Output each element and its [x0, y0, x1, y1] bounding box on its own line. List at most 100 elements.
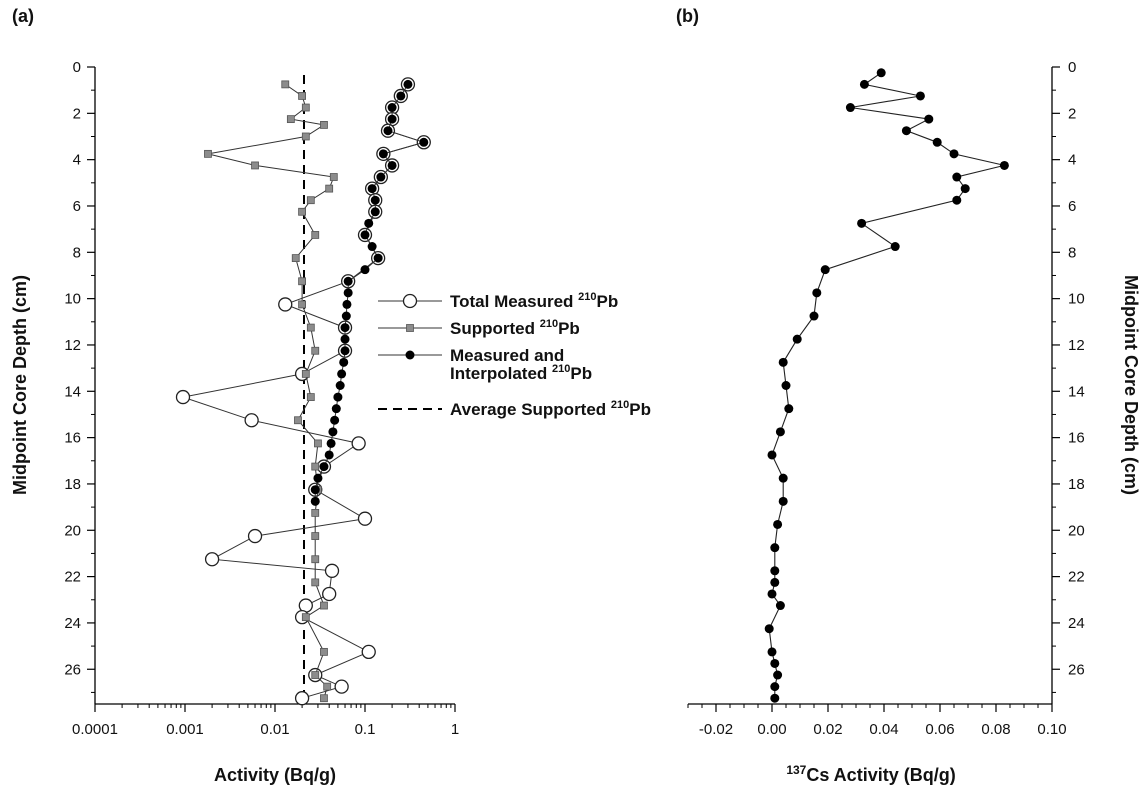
series-interpolated-point [367, 184, 377, 194]
series-cs137-point [952, 172, 962, 182]
series-cs137-point [915, 91, 925, 101]
series-supported-point [291, 254, 300, 263]
series-total-point [361, 644, 376, 660]
series-cs137-point [857, 218, 867, 228]
series-interpolated-point [313, 473, 323, 483]
legend-label-text: Interpolated [450, 364, 552, 383]
series-cs137-point [809, 311, 819, 321]
legend-label-post: Pb [629, 400, 651, 419]
panel-a-label: (a) [12, 6, 34, 26]
series-supported-point [320, 694, 328, 703]
panel-a-x-axis-label: Activity (Bq/g) [214, 765, 336, 785]
series-total-point [247, 528, 263, 544]
series-cs137-point [773, 519, 783, 529]
panel-b-y-tick-label: 6 [1068, 198, 1076, 215]
panel-a-x-tick-label: 0.1 [355, 721, 376, 738]
series-supported-point [311, 671, 320, 679]
series-cs137-point [924, 114, 934, 124]
series-cs137 [764, 68, 1009, 703]
series-cs137-point [859, 79, 869, 89]
panel-a-y-axis-label: Midpoint Core Depth (cm) [10, 275, 30, 495]
series-cs137-point [890, 242, 900, 252]
series-supported-point [306, 393, 315, 401]
panel-b-x-tick-label: 0.08 [981, 721, 1010, 738]
series-cs137-point [952, 195, 962, 205]
panel-a-y-tick-label: 0 [73, 59, 81, 76]
series-interpolated-point [403, 79, 413, 89]
panel-b-y-tick-label: 12 [1068, 337, 1085, 354]
series-total-point [322, 586, 337, 602]
series-interpolated-point [335, 381, 345, 390]
panel-a-x-ticks: 0.0001 0.001 0.01 0.1 1 [72, 704, 459, 738]
series-cs137-point [770, 543, 780, 553]
series-interpolated-point [419, 137, 429, 147]
panel-a-y-tick-label: 10 [64, 291, 81, 308]
series-interpolated-point [337, 369, 347, 379]
legend-label-post: Pb [597, 292, 619, 311]
panel-b-y-tick-label: 10 [1068, 291, 1085, 308]
series-cs137-point [792, 334, 802, 344]
series-total-point [244, 413, 259, 428]
series-interpolated-point [387, 103, 397, 113]
series-interpolated-point [376, 172, 386, 182]
series-cs137-point [770, 577, 780, 587]
series-interpolated-point [340, 346, 350, 356]
legend-label-text: Supported [450, 319, 540, 338]
legend-label-sup: 210 [552, 363, 570, 375]
legend-label-post: Pb [570, 364, 592, 383]
panel-b-x-tick-label: 0.02 [813, 721, 842, 738]
series-cs137-point [767, 450, 777, 460]
legend-label-post: Pb [558, 319, 580, 338]
panel-a-y-tick-label: 20 [64, 522, 81, 539]
series-supported-point [311, 231, 320, 239]
panel-b-x-tick-label: 0.04 [869, 721, 898, 738]
series-supported-point [311, 555, 320, 564]
series-supported-point [298, 207, 306, 216]
panel-a-y-tick-label: 22 [64, 569, 81, 586]
legend-label: Total Measured 210Pb [450, 291, 618, 311]
series-cs137-point [784, 404, 794, 414]
series-supported-point [323, 682, 332, 691]
series-interpolated-point [343, 288, 353, 298]
series-cs137-point [770, 658, 780, 668]
series-interpolated-point [343, 276, 353, 286]
panel-a-x-tick-label: 0.001 [166, 721, 204, 738]
series-total-point [334, 679, 349, 694]
legend-marker [406, 324, 414, 332]
series-interpolated-point [396, 91, 406, 101]
series-cs137-point [901, 126, 911, 136]
series-interpolated [310, 79, 429, 506]
series-cs137-point [812, 288, 822, 298]
panel-b-x-axis-label-main: Cs Activity (Bq/g) [806, 765, 955, 785]
series-cs137-point [932, 137, 942, 147]
series-supported-line [207, 83, 335, 699]
series-cs137-point [778, 473, 788, 483]
series-cs137-point [949, 149, 959, 159]
panel-b-label: (b) [676, 6, 699, 26]
legend-label-sup: 210 [540, 318, 558, 330]
panel-b-x-tick-label: 0.06 [925, 721, 954, 738]
panel-b-y-tick-label: 20 [1068, 522, 1085, 539]
series-interpolated-point [339, 357, 349, 367]
series-total-point [351, 436, 366, 451]
series-supported-point [286, 115, 295, 124]
series-interpolated-point [310, 496, 320, 506]
panel-b-x-axis-label: 137Cs Activity (Bq/g) [786, 763, 955, 785]
series-cs137-point [775, 427, 785, 437]
series-cs137-point [770, 566, 780, 576]
series-cs137-point [770, 693, 780, 703]
series-supported-point [298, 300, 306, 309]
legend-label-text: Total Measured [450, 292, 578, 311]
series-cs137-point [781, 381, 791, 390]
panel-a-y-tick-label: 4 [73, 152, 81, 169]
series-supported-point [301, 103, 310, 112]
series-interpolated-point [310, 485, 320, 495]
series-supported-point [314, 439, 322, 448]
panel-a-x-tick-label: 0.01 [260, 721, 289, 738]
series-cs137-point [960, 184, 970, 194]
